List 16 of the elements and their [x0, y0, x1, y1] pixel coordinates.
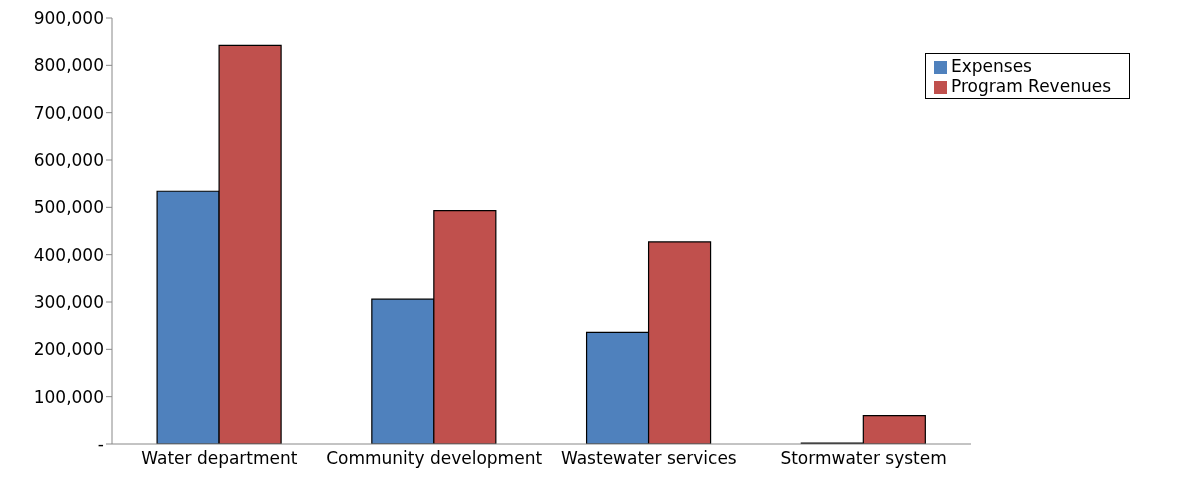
y-tick-label: 500,000 — [33, 197, 104, 218]
y-tick-label: 400,000 — [33, 244, 104, 265]
x-tick-label: Wastewater services — [561, 448, 737, 469]
legend-label: Expenses — [950, 56, 1032, 76]
x-tick-label: Water department — [141, 448, 298, 469]
x-tick-label: Community development — [326, 448, 543, 469]
y-tick-label: 900,000 — [33, 8, 104, 29]
y-tick-label: 800,000 — [33, 55, 104, 76]
legend-label: Program Revenues — [950, 76, 1111, 96]
y-tick-label: - — [97, 434, 104, 455]
y-tick-label: 300,000 — [33, 292, 104, 313]
y-tick-label: 600,000 — [33, 150, 104, 171]
y-tick-label: 200,000 — [33, 339, 104, 360]
y-tick-label: 100,000 — [33, 386, 104, 407]
y-tick-label: 700,000 — [33, 102, 104, 123]
x-tick-label: Stormwater system — [780, 448, 947, 469]
